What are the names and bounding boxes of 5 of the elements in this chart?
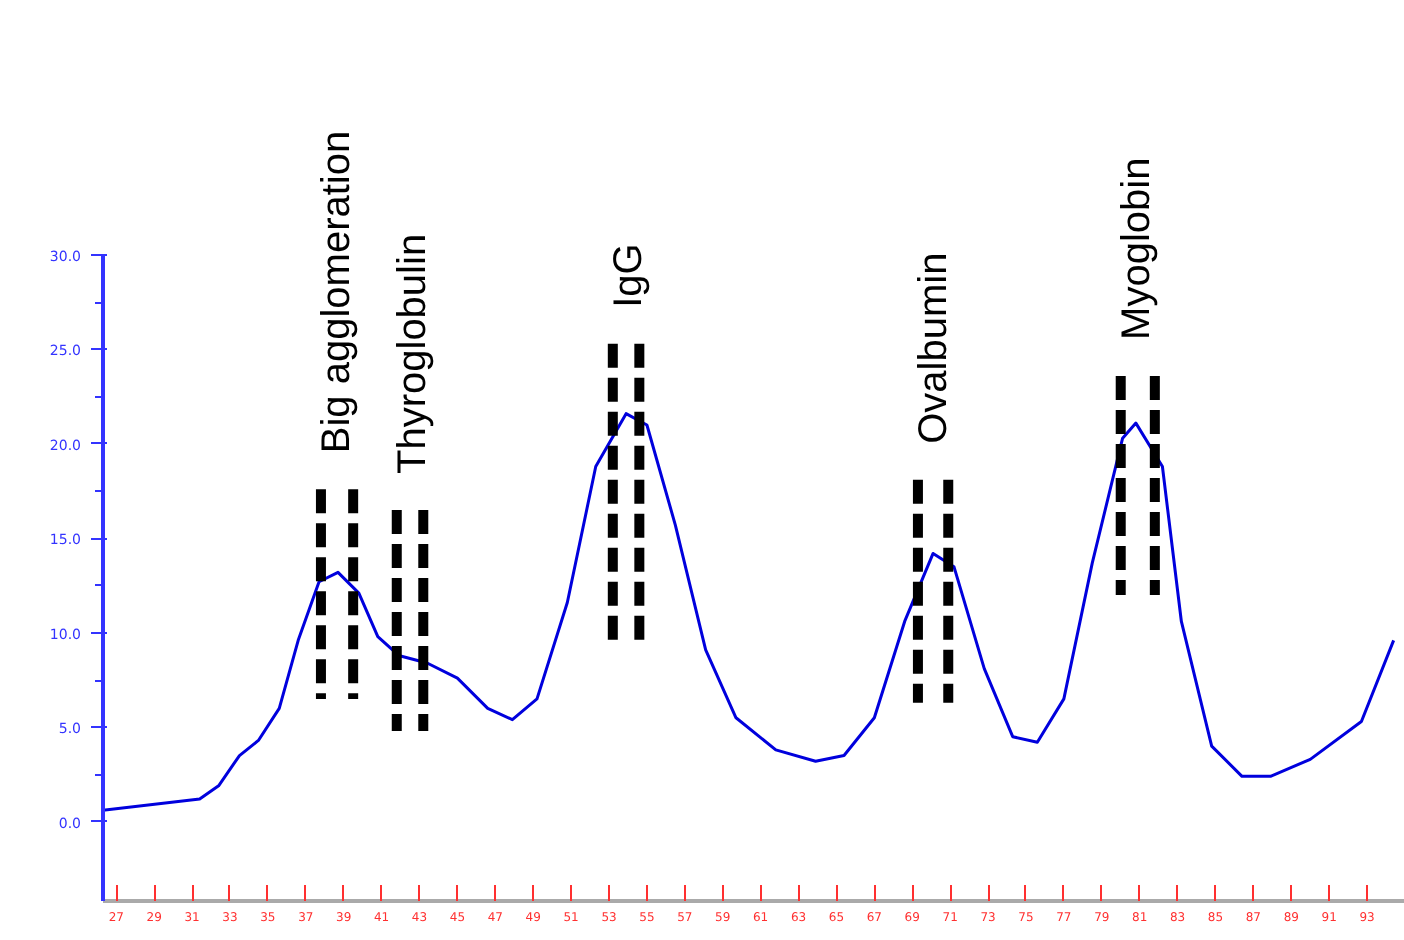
- text: Thyroglobulin: [390, 233, 435, 474]
- text: Big agglomeration: [314, 130, 359, 454]
- text: Myoglobin: [1114, 157, 1159, 340]
- text: IgG: [606, 243, 651, 308]
- text: Ovalbumin: [911, 252, 956, 444]
